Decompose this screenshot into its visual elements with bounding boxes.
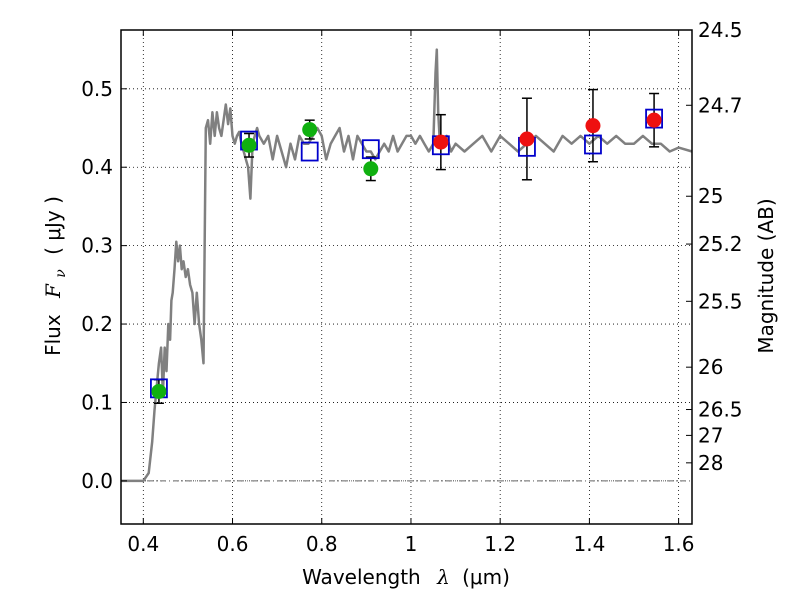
red-data-point bbox=[433, 134, 449, 150]
x-axis-label-main: Wavelength bbox=[302, 565, 421, 589]
x-tick-label: 1.6 bbox=[663, 532, 695, 556]
x-tick-label: 1 bbox=[405, 532, 418, 556]
model-square-marker bbox=[361, 139, 380, 160]
y-tick-label: 0.4 bbox=[81, 155, 113, 179]
sed-template-series bbox=[121, 48, 693, 483]
y2-tick-label: 25 bbox=[698, 184, 723, 208]
axis-ticks: 0.4 0.6 0.8 1 1.2 1.4 1.6 0.0 0.1 0.2 0.3 0.4 0.5 24.… bbox=[81, 18, 742, 556]
y2-tick-label: 27 bbox=[698, 423, 723, 447]
y-tick-label: 0.5 bbox=[81, 77, 113, 101]
y2-tick-label: 25.2 bbox=[698, 232, 743, 256]
photometry-markers bbox=[150, 88, 663, 404]
y2-axis-label: Magnitude (AB) bbox=[754, 198, 778, 353]
x-tick-label: 0.8 bbox=[306, 532, 338, 556]
x-tick-label: 1.2 bbox=[484, 532, 516, 556]
y-axis-label-symbol: F bbox=[41, 283, 65, 299]
y2-tick-label: 24.7 bbox=[698, 93, 743, 117]
x-tick-label: 0.4 bbox=[127, 532, 159, 556]
green-data-point bbox=[363, 161, 379, 177]
green-data-point bbox=[151, 383, 167, 399]
x-axis-label: Wavelength λ (μm) bbox=[302, 565, 510, 589]
x-axis-label-symbol: λ bbox=[436, 565, 450, 589]
model-square-marker bbox=[584, 134, 602, 155]
y-tick-label: 0.0 bbox=[81, 469, 113, 493]
grid bbox=[121, 30, 692, 524]
y-tick-label: 0.1 bbox=[81, 390, 113, 414]
plot-frame bbox=[120, 29, 693, 525]
model-square-marker bbox=[300, 141, 319, 162]
x-tick-label: 0.6 bbox=[217, 532, 249, 556]
y2-tick-label: 25.5 bbox=[698, 289, 743, 313]
red-data-point bbox=[585, 118, 601, 134]
y-axis-label-subscript: ν bbox=[53, 269, 69, 278]
y-axis-label-main: Flux bbox=[41, 314, 65, 356]
sed-template-line bbox=[121, 48, 693, 483]
y2-tick-label: 26 bbox=[698, 355, 723, 379]
y2-tick-label: 26.5 bbox=[698, 398, 743, 422]
x-axis-label-unit: (μm) bbox=[462, 565, 510, 589]
green-data-point bbox=[302, 122, 318, 138]
red-data-point bbox=[519, 131, 535, 147]
y2-tick-label: 24.5 bbox=[698, 18, 743, 42]
x-tick-label: 1.4 bbox=[573, 532, 605, 556]
y2-tick-label: 28 bbox=[698, 451, 723, 475]
red-data-point bbox=[646, 112, 662, 128]
green-data-point bbox=[241, 137, 257, 153]
y-axis-label-unit: ( μJy ) bbox=[41, 196, 65, 255]
y-axis-label: Flux F ν ( μJy ) bbox=[41, 196, 70, 356]
y-tick-label: 0.2 bbox=[81, 312, 113, 336]
y-tick-label: 0.3 bbox=[81, 234, 113, 258]
